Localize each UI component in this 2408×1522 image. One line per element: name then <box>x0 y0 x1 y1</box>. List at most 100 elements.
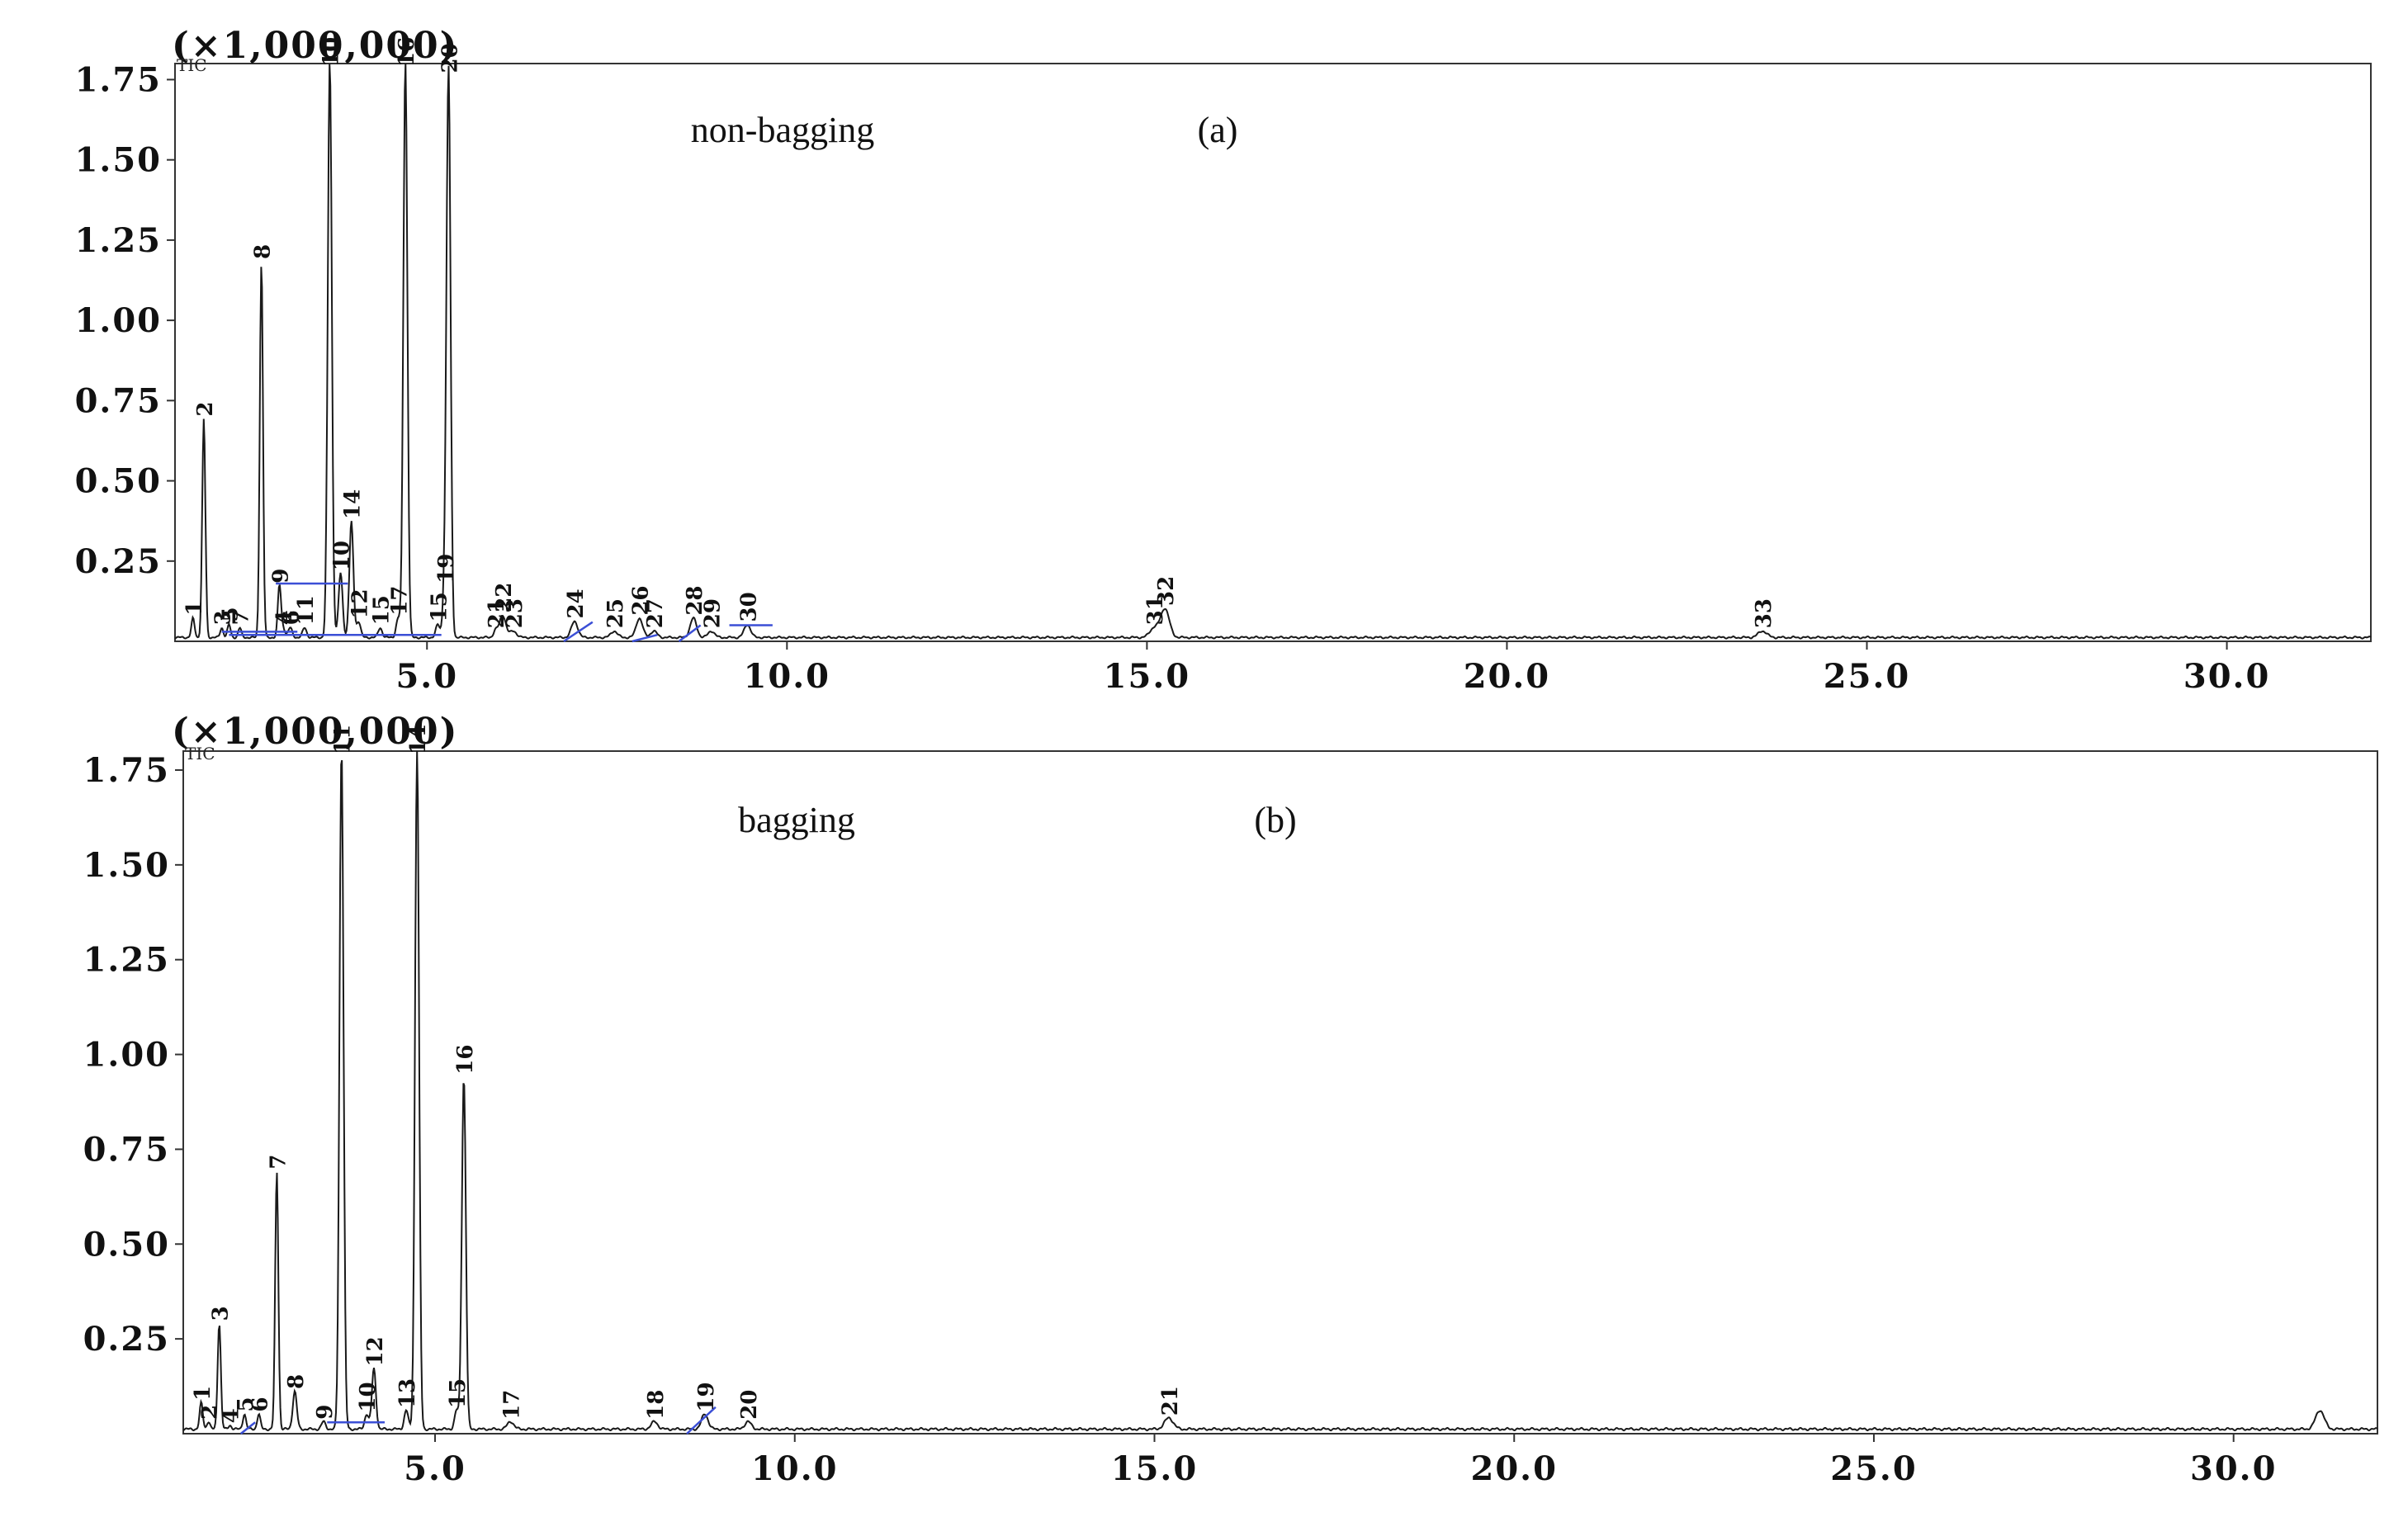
peak-label: 27 <box>643 598 668 628</box>
peak-label: 5 <box>234 1397 258 1412</box>
peak-label: 7 <box>229 610 253 625</box>
peak-label: 6 <box>248 1397 273 1412</box>
y-tick-label: 0.25 <box>75 542 162 581</box>
x-tick-label: 15.0 <box>1111 1449 1198 1488</box>
x-tick-label: 30.0 <box>2183 657 2270 696</box>
y-tick-label: 1.00 <box>83 1036 170 1075</box>
x-tick-label: 20.0 <box>1471 1449 1558 1488</box>
integration-baseline <box>678 624 702 643</box>
x-tick-label: 30.0 <box>2190 1449 2277 1488</box>
peak-label: 17 <box>500 1390 525 1420</box>
peak-label: 17 <box>387 585 412 615</box>
peak-label: 28 <box>683 585 707 615</box>
y-scale-label: (×1,000,000) <box>172 711 458 753</box>
y-tick-label: 1.25 <box>75 221 162 260</box>
y-tick-label: 1.00 <box>75 301 162 340</box>
peak-label: 31 <box>1143 595 1168 625</box>
peak-label: 15 <box>370 595 395 625</box>
peak-label: 9 <box>268 569 293 584</box>
peak-label: 6 <box>280 610 305 625</box>
peak-label: 12 <box>348 588 372 618</box>
peak-label: 2 <box>198 1405 223 1420</box>
peak-label: 3 <box>209 1306 234 1321</box>
peak-label: 24 <box>564 588 589 618</box>
sample-label: non-bagging <box>691 110 874 150</box>
peak-label: 3 <box>211 610 236 625</box>
y-tick-label: 1.75 <box>83 751 170 790</box>
tic-label: TIC <box>177 55 207 75</box>
peak-label: 8 <box>251 244 276 259</box>
chart-panel-a: (×1,000,000)TIC 0.25 0.50 0.75 1.00 1.25 1.50 1… <box>75 25 2372 696</box>
y-tick-label: 0.25 <box>83 1320 170 1359</box>
y-tick-label: 0.75 <box>75 381 162 420</box>
peak-label: 15 <box>427 592 452 622</box>
peak-label: 10 <box>319 37 344 67</box>
x-tick-label: 25.0 <box>1824 657 1910 696</box>
y-tick-label: 1.75 <box>75 60 162 99</box>
y-tick-label: 1.50 <box>83 846 170 885</box>
x-tick-label: 5.0 <box>395 657 458 696</box>
peak-label: 19 <box>694 1382 719 1411</box>
x-tick-label: 10.0 <box>744 657 830 696</box>
peak-label: 8 <box>284 1374 309 1389</box>
peak-label: 20 <box>737 1390 762 1420</box>
peak-label: 19 <box>434 554 459 584</box>
peak-label: 21 <box>485 598 509 628</box>
peak-label: 14 <box>341 489 366 519</box>
y-tick-label: 1.50 <box>75 141 162 180</box>
x-tick-label: 5.0 <box>404 1449 466 1488</box>
peak-label: 7 <box>266 1154 291 1169</box>
panel-label: (a) <box>1198 110 1238 150</box>
y-tick-label: 0.50 <box>83 1225 170 1264</box>
integration-baseline <box>686 1406 717 1435</box>
y-tick-label: 0.50 <box>75 462 162 501</box>
peak-label: 20 <box>438 43 462 73</box>
peak-label: 11 <box>331 725 356 754</box>
peak-label: 30 <box>736 592 761 622</box>
peak-label: 4 <box>272 610 297 625</box>
integration-baseline <box>563 621 594 643</box>
peak-label: 21 <box>1158 1386 1183 1416</box>
y-tick-label: 0.75 <box>83 1130 170 1169</box>
peak-label: 2 <box>193 401 218 416</box>
integration-baseline <box>239 1421 256 1435</box>
peak-label: 10 <box>356 1382 381 1411</box>
x-tick-label: 20.0 <box>1464 657 1550 696</box>
panel-label: (b) <box>1254 800 1296 840</box>
peak-label: 23 <box>503 598 527 628</box>
peak-label: 25 <box>603 598 628 628</box>
plot-frame <box>182 750 2378 1435</box>
peak-label: 15 <box>446 1378 471 1408</box>
peak-label: 9 <box>313 1405 338 1420</box>
peak-label: 33 <box>1752 598 1776 628</box>
sample-label: bagging <box>738 800 855 840</box>
peak-label: 13 <box>395 1378 420 1408</box>
peak-label: 12 <box>363 1336 388 1366</box>
peak-label: 32 <box>1154 576 1179 606</box>
peak-label: 29 <box>701 598 726 628</box>
tic-trace <box>174 63 2372 640</box>
peak-label: 16 <box>395 37 419 67</box>
peak-label: 26 <box>629 585 654 615</box>
peak-label: 1 <box>182 601 207 616</box>
peak-label: 10 <box>330 541 355 570</box>
chart-panel-b: (×1,000,000)TIC 0.25 0.50 0.75 1.00 1.25 1.50 1… <box>83 711 2378 1488</box>
peak-label: 5 <box>218 607 243 622</box>
integration-baseline <box>632 634 658 643</box>
peak-label: 11 <box>294 595 319 625</box>
plot-frame <box>174 63 2372 642</box>
peak-label: 1 <box>191 1386 215 1401</box>
peak-label: 22 <box>492 583 517 612</box>
tic-label: TIC <box>185 744 215 763</box>
x-tick-label: 15.0 <box>1104 657 1190 696</box>
x-tick-label: 10.0 <box>751 1449 838 1488</box>
x-tick-label: 25.0 <box>1830 1449 1917 1488</box>
peak-label: 4 <box>220 1408 244 1423</box>
tic-trace <box>182 750 2378 1432</box>
peak-label: 14 <box>406 725 431 754</box>
y-scale-label: (×1,000,000) <box>172 25 458 67</box>
peak-label: 16 <box>453 1045 478 1075</box>
peak-label: 18 <box>644 1390 669 1420</box>
y-tick-label: 1.25 <box>83 941 170 980</box>
